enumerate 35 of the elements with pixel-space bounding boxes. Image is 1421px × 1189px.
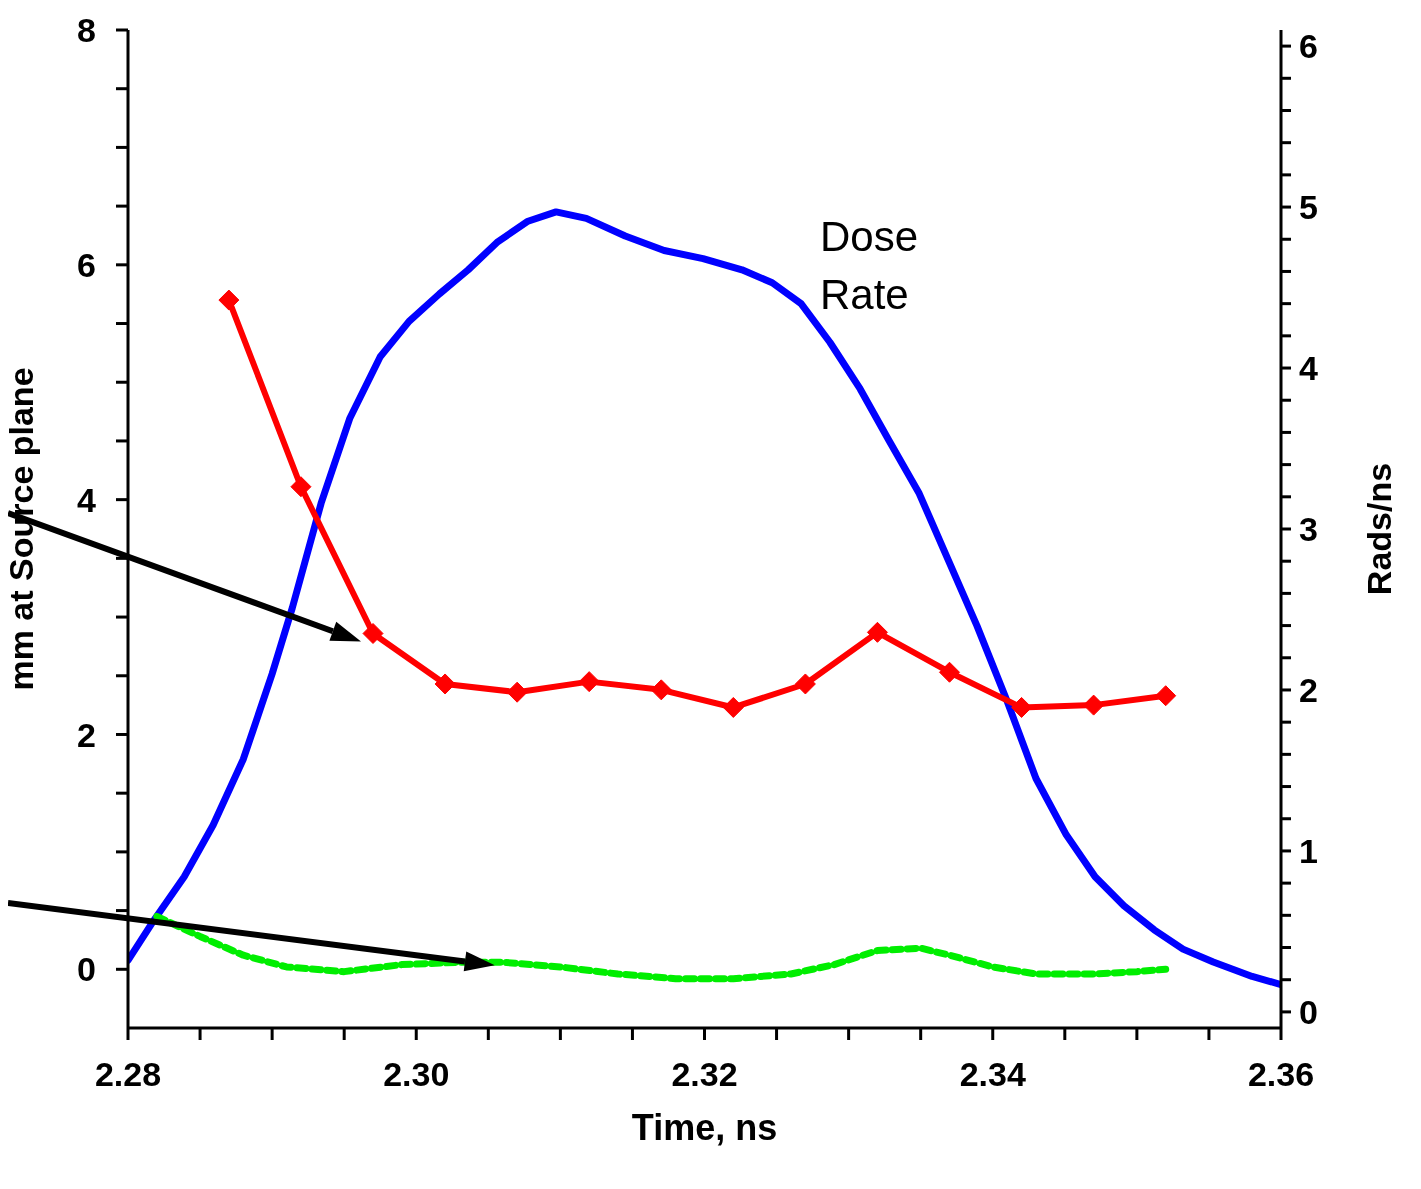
y-tick-label: 6: [77, 245, 96, 284]
x-tick-label: 2.28: [94, 1055, 162, 1094]
point: [218, 289, 240, 311]
x-tick-label: 2.34: [959, 1055, 1026, 1094]
point: [722, 696, 744, 718]
point: [939, 661, 961, 683]
y-tick-label: 4: [77, 480, 97, 519]
x-tick-label: 2.36: [1247, 1055, 1315, 1094]
point: [506, 681, 528, 703]
y2-tick-label: 2: [1299, 671, 1318, 710]
y2-tick-label: 4: [1299, 349, 1318, 388]
y-tick-label: 8: [77, 11, 96, 50]
point: [794, 673, 816, 695]
point: [578, 671, 600, 693]
y2-axis-title: Rads/ns: [1360, 462, 1399, 596]
point: [434, 673, 456, 695]
point: [650, 679, 672, 701]
point: [1011, 696, 1033, 718]
annotation: Dose Rate: [820, 212, 920, 320]
point: [362, 623, 384, 644]
x-axis-title: Time, ns: [631, 1107, 778, 1148]
y-tick-label: 2: [77, 715, 96, 754]
y2-tick-label: 3: [1299, 510, 1318, 549]
point: [1155, 685, 1177, 707]
y-axis-title: mm at Source plane: [2, 367, 41, 691]
y2-tick-label: 1: [1299, 832, 1318, 871]
x-tick-label: 2.30: [383, 1055, 450, 1094]
y-tick-label: 0: [77, 950, 96, 989]
x-tick-label: 2.32: [671, 1055, 738, 1094]
point: [866, 621, 888, 643]
point: [1083, 694, 1105, 716]
y2-tick-label: 0: [1299, 992, 1318, 1031]
y2-tick-label: 6: [1299, 27, 1318, 66]
y2-tick-label: 5: [1299, 188, 1318, 227]
point: [290, 476, 312, 498]
